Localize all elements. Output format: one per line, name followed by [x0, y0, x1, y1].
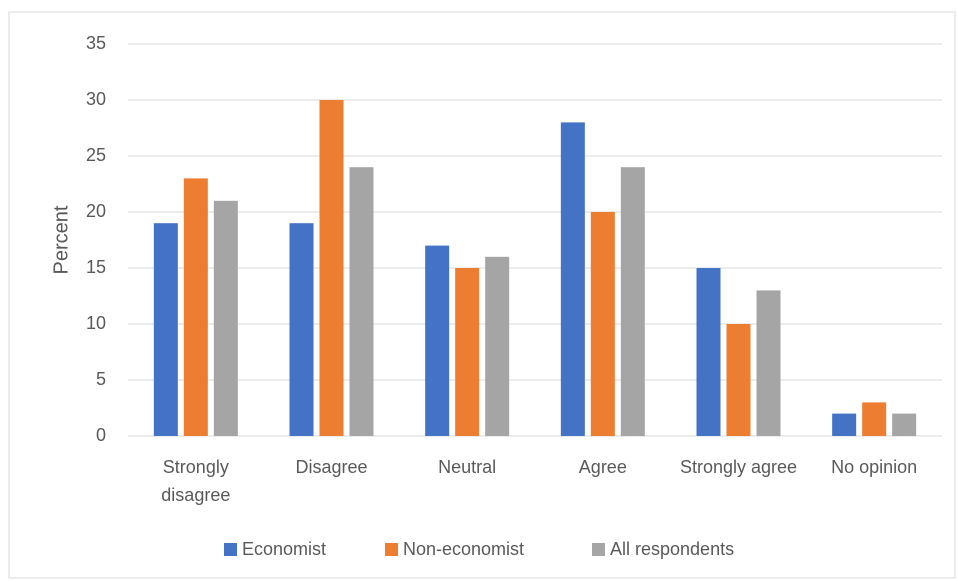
y-tick-label: 30 — [86, 89, 106, 109]
bar — [832, 413, 857, 436]
x-tick-label: No opinion — [831, 457, 918, 477]
y-tick-label: 35 — [86, 33, 106, 53]
legend-swatch — [224, 543, 237, 556]
bar — [349, 167, 374, 436]
y-tick-label: 20 — [86, 201, 106, 221]
legend-swatch — [385, 543, 398, 556]
bar — [862, 402, 887, 436]
bar — [213, 200, 238, 436]
x-tick-label: Strongly agree — [679, 457, 798, 477]
bar — [425, 245, 450, 436]
bar — [153, 223, 178, 436]
bar — [892, 413, 917, 436]
bar — [696, 268, 721, 436]
x-tick-label: Neutral — [438, 457, 497, 477]
bar — [455, 268, 480, 436]
bar — [620, 167, 645, 436]
bar — [726, 324, 751, 436]
y-tick-label: 25 — [86, 145, 106, 165]
y-tick-label: 15 — [86, 257, 106, 277]
bar — [485, 256, 510, 436]
bar — [756, 290, 781, 436]
bar — [319, 100, 344, 436]
x-tick-label: Strongly disagree — [161, 457, 231, 505]
legend-label: Economist — [242, 539, 326, 559]
bar — [289, 223, 314, 436]
legend-label: All respondents — [610, 539, 734, 559]
x-tick-label: Agree — [578, 457, 627, 477]
legend-label: Non-economist — [403, 539, 524, 559]
x-tick-label: Disagree — [295, 457, 368, 477]
chart-border — [8, 11, 956, 579]
y-tick-label: 10 — [86, 313, 106, 333]
legend-swatch — [592, 543, 605, 556]
y-tick-label: 0 — [96, 425, 106, 445]
y-axis-title: Percent — [50, 205, 72, 274]
bar — [560, 122, 585, 437]
bar — [183, 178, 208, 436]
y-tick-label: 5 — [96, 369, 106, 389]
bar — [590, 212, 615, 436]
